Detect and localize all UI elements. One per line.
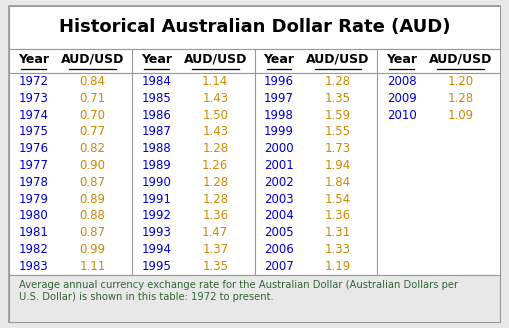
Text: 1.50: 1.50 — [202, 109, 228, 122]
Text: 2010: 2010 — [387, 109, 416, 122]
Text: 1.09: 1.09 — [447, 109, 474, 122]
Text: 1977: 1977 — [19, 159, 49, 172]
Text: 1.47: 1.47 — [202, 226, 229, 239]
Text: Historical Australian Dollar Rate (AUD): Historical Australian Dollar Rate (AUD) — [59, 18, 450, 36]
Text: 1979: 1979 — [19, 193, 49, 206]
Text: 1985: 1985 — [142, 92, 171, 105]
Text: 1.59: 1.59 — [325, 109, 351, 122]
Text: 0.99: 0.99 — [79, 243, 106, 256]
Text: 1996: 1996 — [264, 75, 294, 88]
Text: Year: Year — [141, 53, 172, 66]
Text: 1992: 1992 — [142, 209, 172, 222]
Text: 1978: 1978 — [19, 176, 49, 189]
Text: 1.55: 1.55 — [325, 125, 351, 138]
Text: 0.82: 0.82 — [79, 142, 105, 155]
Text: 2008: 2008 — [387, 75, 416, 88]
Text: 0.88: 0.88 — [79, 209, 105, 222]
Text: 1986: 1986 — [142, 109, 172, 122]
Text: 1976: 1976 — [19, 142, 49, 155]
Text: 1.94: 1.94 — [325, 159, 351, 172]
Text: 1988: 1988 — [142, 142, 171, 155]
Text: 1.33: 1.33 — [325, 243, 351, 256]
Text: 0.87: 0.87 — [79, 176, 105, 189]
Text: 1972: 1972 — [19, 75, 49, 88]
Text: 1993: 1993 — [142, 226, 172, 239]
Text: 1.35: 1.35 — [325, 92, 351, 105]
Text: 1.28: 1.28 — [447, 92, 474, 105]
Text: 1.84: 1.84 — [325, 176, 351, 189]
Text: 1999: 1999 — [264, 125, 294, 138]
Text: 0.87: 0.87 — [79, 226, 105, 239]
Text: Average annual currency exchange rate for the Australian Dollar (Australian Doll: Average annual currency exchange rate fo… — [19, 280, 459, 302]
Text: 2006: 2006 — [264, 243, 294, 256]
Text: 2002: 2002 — [264, 176, 294, 189]
Text: 2000: 2000 — [264, 142, 294, 155]
Text: 1.28: 1.28 — [202, 193, 229, 206]
Text: 1.37: 1.37 — [202, 243, 229, 256]
Text: 1.31: 1.31 — [325, 226, 351, 239]
Text: 2005: 2005 — [264, 226, 294, 239]
Text: 1.11: 1.11 — [79, 260, 106, 273]
Text: 1.14: 1.14 — [202, 75, 229, 88]
Text: 1974: 1974 — [19, 109, 49, 122]
Text: 1.43: 1.43 — [202, 92, 229, 105]
Text: 1.36: 1.36 — [202, 209, 229, 222]
Text: 1.54: 1.54 — [325, 193, 351, 206]
Text: 1984: 1984 — [142, 75, 172, 88]
Text: 0.90: 0.90 — [79, 159, 105, 172]
Text: 0.70: 0.70 — [79, 109, 105, 122]
Text: 1.35: 1.35 — [202, 260, 228, 273]
Text: 1997: 1997 — [264, 92, 294, 105]
Text: 2007: 2007 — [264, 260, 294, 273]
Text: 1991: 1991 — [142, 193, 172, 206]
Text: 1994: 1994 — [142, 243, 172, 256]
Text: 1.26: 1.26 — [202, 159, 229, 172]
Text: 1998: 1998 — [264, 109, 294, 122]
Text: Year: Year — [18, 53, 49, 66]
Text: 1987: 1987 — [142, 125, 172, 138]
Text: 0.84: 0.84 — [79, 75, 105, 88]
Text: 1.28: 1.28 — [202, 142, 229, 155]
Text: Year: Year — [264, 53, 295, 66]
Text: 1973: 1973 — [19, 92, 49, 105]
Text: 2009: 2009 — [387, 92, 416, 105]
Text: 1.43: 1.43 — [202, 125, 229, 138]
Text: 2003: 2003 — [264, 193, 294, 206]
Text: 1981: 1981 — [19, 226, 49, 239]
Text: 1.73: 1.73 — [325, 142, 351, 155]
Text: AUD/USD: AUD/USD — [184, 53, 247, 66]
Text: AUD/USD: AUD/USD — [429, 53, 492, 66]
Text: 1975: 1975 — [19, 125, 49, 138]
Text: 1995: 1995 — [142, 260, 172, 273]
Text: 1982: 1982 — [19, 243, 49, 256]
Text: 2001: 2001 — [264, 159, 294, 172]
Text: 1980: 1980 — [19, 209, 48, 222]
Text: 1990: 1990 — [142, 176, 172, 189]
Text: 1989: 1989 — [142, 159, 172, 172]
Text: Year: Year — [386, 53, 417, 66]
Text: 0.71: 0.71 — [79, 92, 106, 105]
Text: 0.77: 0.77 — [79, 125, 106, 138]
Text: 1.20: 1.20 — [447, 75, 474, 88]
Text: 1.28: 1.28 — [202, 176, 229, 189]
Text: AUD/USD: AUD/USD — [306, 53, 370, 66]
Text: AUD/USD: AUD/USD — [61, 53, 124, 66]
Text: 2004: 2004 — [264, 209, 294, 222]
Text: 1.28: 1.28 — [325, 75, 351, 88]
Text: 1.19: 1.19 — [325, 260, 351, 273]
Text: 0.89: 0.89 — [79, 193, 105, 206]
Text: 1983: 1983 — [19, 260, 48, 273]
Text: 1.36: 1.36 — [325, 209, 351, 222]
